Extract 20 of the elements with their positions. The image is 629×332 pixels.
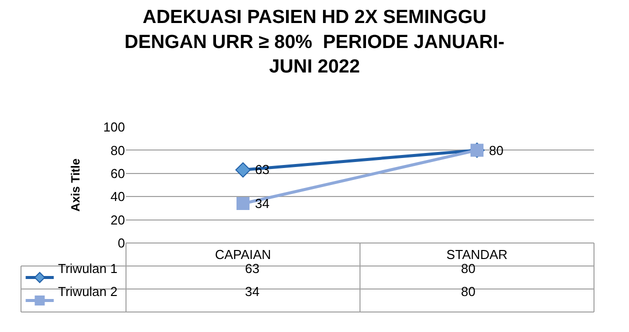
chart-title: ADEKUASI PASIEN HD 2X SEMINGGU DENGAN URR ≥ 80% PERIODE JANUARI- JUNI 2022 [124, 7, 504, 78]
x-tick-label: STANDAR [446, 247, 508, 262]
legend-label: Triwulan 1 [58, 261, 118, 276]
legend-label: Triwulan 2 [58, 284, 118, 299]
y-axis-title: Axis Title [68, 158, 83, 212]
annotation: 34 [255, 196, 270, 211]
x-tick-label: CAPAIAN [214, 247, 272, 262]
point [236, 197, 250, 210]
data-label: 34 [245, 284, 260, 299]
data-label: 80 [461, 261, 476, 276]
y-tick-label: 80 [110, 142, 125, 158]
y-tick-label: 0 [118, 236, 125, 251]
annotation: 80 [489, 143, 504, 158]
y-tick-label: 100 [103, 120, 125, 135]
y-tick-label: 60 [110, 166, 125, 181]
data-label: 80 [461, 284, 476, 299]
y-tick-label: 20 [110, 212, 125, 228]
point [235, 162, 251, 178]
data-label: 63 [245, 261, 260, 276]
y-tick-label: 40 [110, 189, 125, 204]
